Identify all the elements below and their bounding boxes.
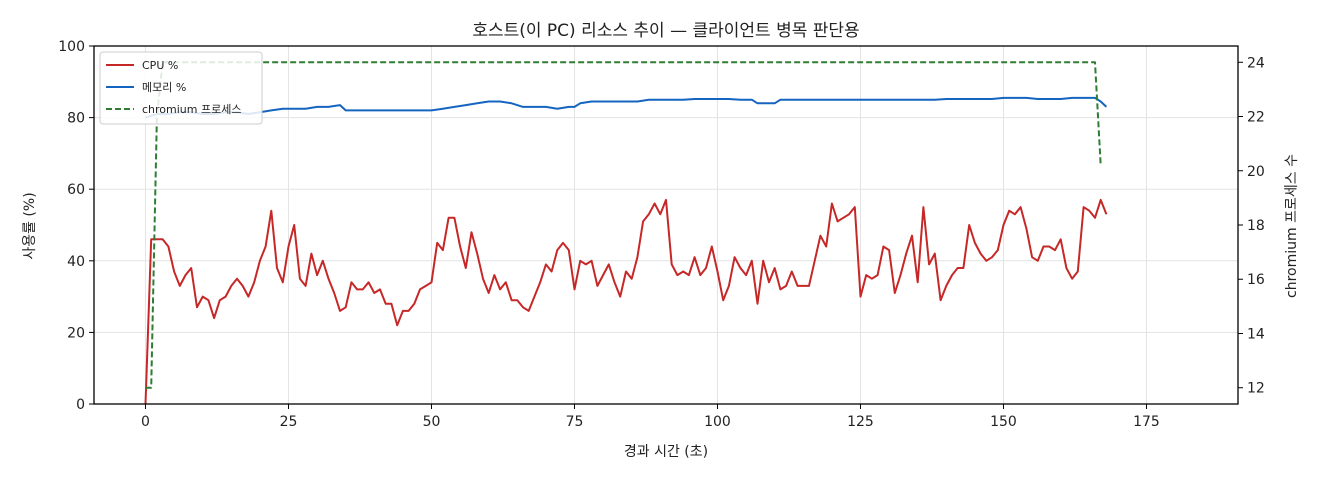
y2-axis-label: chromium 프로세스 수 [1284, 154, 1300, 298]
legend-box [99, 51, 263, 125]
y2-tick-label: 16 [1247, 272, 1265, 288]
y2-tick-label: 20 [1247, 164, 1265, 180]
y2-tick-label: 24 [1247, 55, 1265, 71]
series-line-1 [145, 96, 1108, 119]
x-tick-label: 125 [847, 414, 874, 430]
legend-label: CPU % [142, 59, 178, 72]
y-tick-label: 0 [76, 397, 85, 413]
series-line-2 [145, 61, 1102, 389]
legend: CPU % 메모리 % chromium 프로세스 [99, 51, 263, 125]
y-axis-right: 12 14 16 18 20 22 24 [1238, 55, 1265, 397]
legend-label: 메모리 % [142, 81, 186, 94]
x-axis: 0 25 50 75 100 125 150 175 [141, 404, 1160, 430]
legend-label: chromium 프로세스 [142, 103, 241, 116]
y2-tick-label: 14 [1247, 326, 1265, 342]
y-tick-label: 80 [67, 111, 85, 127]
x-tick-label: 50 [423, 414, 441, 430]
chart-title: 호스트(이 PC) 리소스 추이 — 클라이언트 병목 판단용 [472, 21, 859, 41]
y-axis-label: 사용률 (%) [22, 192, 38, 259]
x-tick-label: 175 [1133, 414, 1160, 430]
y-tick-label: 100 [58, 39, 85, 55]
y-tick-label: 40 [67, 254, 85, 270]
x-tick-label: 150 [990, 414, 1017, 430]
series-lines [144, 61, 1108, 405]
x-tick-label: 0 [141, 414, 150, 430]
y2-tick-label: 22 [1247, 110, 1265, 126]
y-tick-label: 60 [67, 182, 85, 198]
x-tick-label: 100 [704, 414, 731, 430]
x-axis-label: 경과 시간 (초) [624, 444, 708, 460]
series-line-0 [144, 198, 1108, 405]
x-tick-label: 25 [280, 414, 298, 430]
y2-tick-label: 12 [1247, 381, 1265, 397]
y-axis-left: 0 20 40 60 80 100 [58, 39, 94, 413]
y2-tick-label: 18 [1247, 218, 1265, 234]
y-tick-label: 20 [67, 325, 85, 341]
x-tick-label: 75 [566, 414, 584, 430]
